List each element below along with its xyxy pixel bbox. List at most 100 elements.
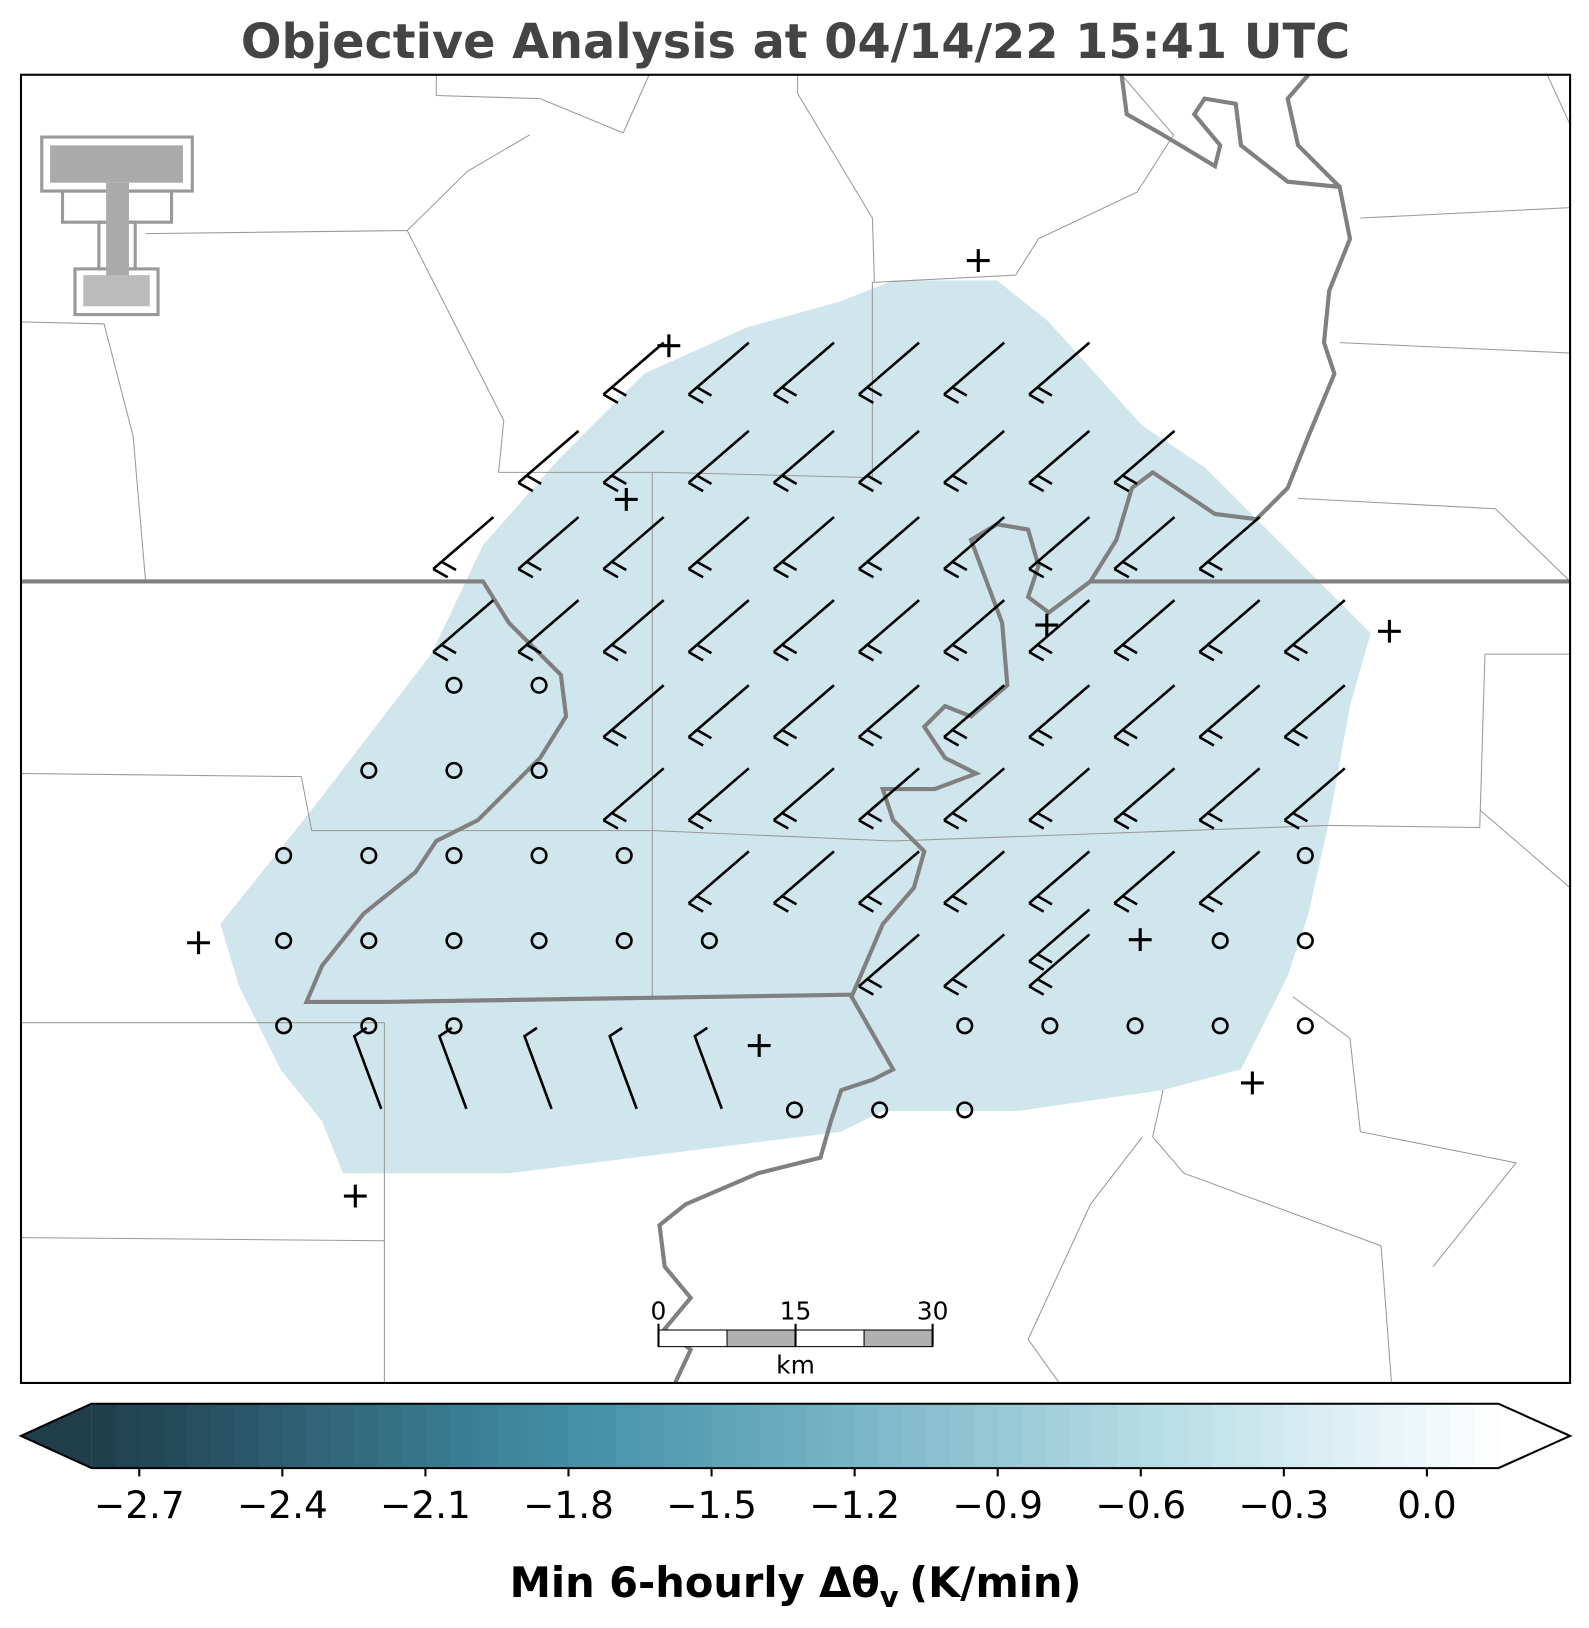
- colorbar-swatch: [186, 1403, 212, 1469]
- wind-barb: [943, 599, 1006, 662]
- scale-tick-label: 0: [651, 1297, 667, 1326]
- colorbar-tick-label: −1.8: [523, 1483, 614, 1527]
- calm-station: [445, 676, 463, 694]
- wind-barb: [943, 767, 1006, 830]
- wind-barb: [1028, 599, 1091, 662]
- wind-barb: [1028, 684, 1091, 747]
- colorbar-extend-high: [1498, 1403, 1571, 1469]
- colorbar-swatch: [353, 1403, 379, 1469]
- wind-barb: [1283, 684, 1346, 747]
- wind-barb: [1283, 767, 1346, 830]
- wind-barb: [943, 429, 1006, 493]
- scale-segment: [657, 1329, 728, 1348]
- colorbar-swatch: [544, 1403, 570, 1469]
- colorbar-swatch: [115, 1403, 140, 1469]
- wind-barb: [437, 1026, 468, 1110]
- calm-station: [445, 932, 463, 950]
- wind-barb: [858, 850, 920, 913]
- scale-segment: [726, 1329, 797, 1348]
- colorbar-swatch: [997, 1403, 1023, 1469]
- colorbar-swatch: [1426, 1403, 1452, 1469]
- calm-station: [956, 1101, 974, 1119]
- wind-barb: [1113, 429, 1176, 493]
- calm-station: [530, 761, 548, 779]
- colorbar-tick-label: −0.9: [952, 1483, 1043, 1527]
- wind-barb: [772, 341, 835, 404]
- wind-barb: [858, 767, 920, 830]
- colorbar-label-main: Min 6-hourly Δθ: [510, 1558, 880, 1607]
- wind-barb: [858, 933, 920, 996]
- colorbar-swatch: [616, 1403, 641, 1469]
- wind-barb: [602, 516, 665, 579]
- wind-barb: [1198, 599, 1261, 662]
- wind-barb: [602, 341, 665, 404]
- calm-station: [360, 846, 378, 865]
- wind-barb: [517, 516, 580, 579]
- wind-barb: [1028, 341, 1091, 404]
- colorbar-swatch: [1474, 1403, 1500, 1469]
- wind-barb: [517, 429, 580, 493]
- colorbar-swatch: [401, 1403, 427, 1469]
- colorbar-swatch: [783, 1403, 808, 1469]
- wind-barb: [772, 684, 835, 747]
- colorbar-swatch: [163, 1403, 188, 1469]
- colorbar-swatch: [1164, 1403, 1190, 1469]
- colorbar-swatch: [1236, 1403, 1261, 1469]
- calm-station: [1296, 1017, 1314, 1035]
- colorbar-swatch: [973, 1403, 999, 1469]
- colorbar-swatch: [1140, 1403, 1166, 1469]
- colorbar-extend-low: [20, 1403, 92, 1469]
- wind-barb: [517, 599, 580, 662]
- wind-barb: [1028, 933, 1091, 996]
- colorbar-swatch: [1403, 1403, 1428, 1469]
- wind-barb: [772, 516, 835, 579]
- colorbar-label-unit: (K/min): [909, 1558, 1081, 1607]
- wind-barb: [1198, 516, 1261, 579]
- wind-barb: [1198, 850, 1261, 913]
- wind-barb: [858, 599, 920, 662]
- calm-station: [530, 676, 548, 694]
- colorbar-tick-label: 0.0: [1397, 1483, 1456, 1527]
- colorbar-swatch: [473, 1403, 498, 1469]
- wind-barb: [687, 599, 750, 662]
- calm-station: [445, 761, 463, 779]
- calm-station: [275, 932, 293, 950]
- colorbar-swatch: [759, 1403, 784, 1469]
- rivers: [20, 73, 1571, 1384]
- wind-barb: [858, 341, 920, 404]
- wind-barb: [687, 850, 750, 913]
- calm-station: [615, 932, 633, 950]
- wind-barb: [687, 684, 750, 747]
- colorbar-swatch: [1450, 1403, 1476, 1469]
- wind-barb: [1028, 767, 1091, 830]
- map: 0 15 30 km: [19, 73, 1572, 1385]
- colorbar-swatch: [735, 1403, 760, 1469]
- colorbar-swatch: [1093, 1403, 1118, 1469]
- colorbar-swatch: [950, 1403, 975, 1469]
- station-markers: [187, 249, 1401, 1208]
- colorbar-swatch: [640, 1403, 665, 1469]
- wind-barb: [602, 684, 665, 747]
- calm-station: [1296, 846, 1314, 865]
- wind-barb: [943, 341, 1006, 404]
- calm-station: [871, 1101, 889, 1119]
- colorbar-swatch: [711, 1403, 737, 1469]
- colorbar-swatch: [258, 1403, 283, 1469]
- colorbar-swatch: [1212, 1403, 1237, 1469]
- colorbar-tick-label: −0.3: [1238, 1483, 1329, 1527]
- wind-barb: [352, 1026, 383, 1110]
- wind-barb: [1113, 767, 1176, 830]
- wind-barb: [687, 516, 750, 579]
- calm-station: [700, 932, 718, 950]
- wind-barb: [772, 429, 835, 493]
- colorbar-swatch: [1283, 1403, 1309, 1469]
- wind-barb: [608, 1026, 638, 1110]
- scale-tick-label: 15: [780, 1297, 812, 1326]
- scale-segment: [863, 1329, 934, 1348]
- calm-station: [956, 1017, 974, 1035]
- wind-barb: [1198, 684, 1261, 747]
- calm-station: [445, 846, 463, 865]
- wind-barb: [943, 933, 1006, 996]
- wind-barb: [1028, 429, 1091, 493]
